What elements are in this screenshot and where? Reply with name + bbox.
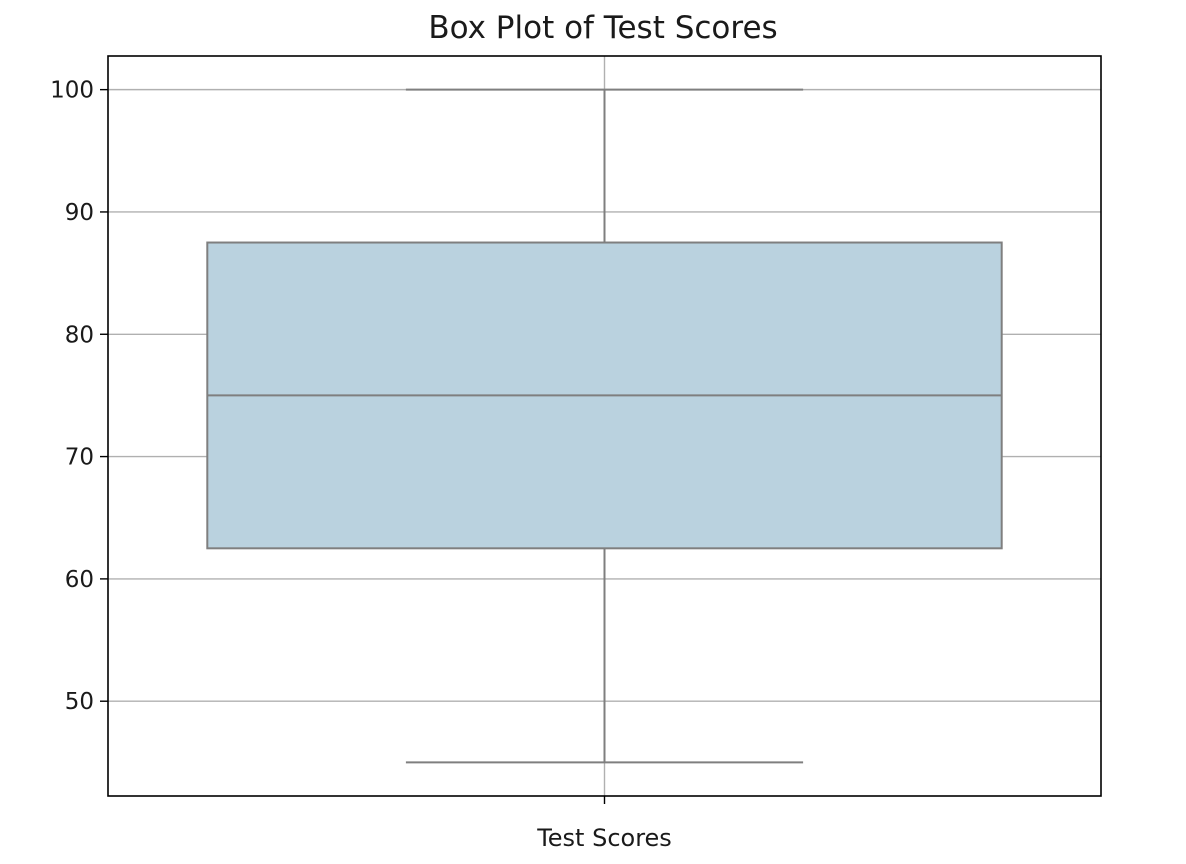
box-layer [206,241,1003,550]
y-tick-label: 50 [65,689,94,715]
plot-frame [107,55,1102,797]
y-tick-label: 60 [65,567,94,593]
y-tick-label: 70 [65,445,94,471]
whisker-layer [405,88,804,764]
y-tick-label: 80 [65,322,94,348]
y-tick-label: 90 [65,200,94,226]
x-tick-label: Test Scores [536,824,672,852]
y-tick-label: 100 [50,78,94,104]
tick-layer: 50 60 70 80 90 100 Test Scores [50,78,672,852]
chart-title: Box Plot of Test Scores [428,10,777,46]
